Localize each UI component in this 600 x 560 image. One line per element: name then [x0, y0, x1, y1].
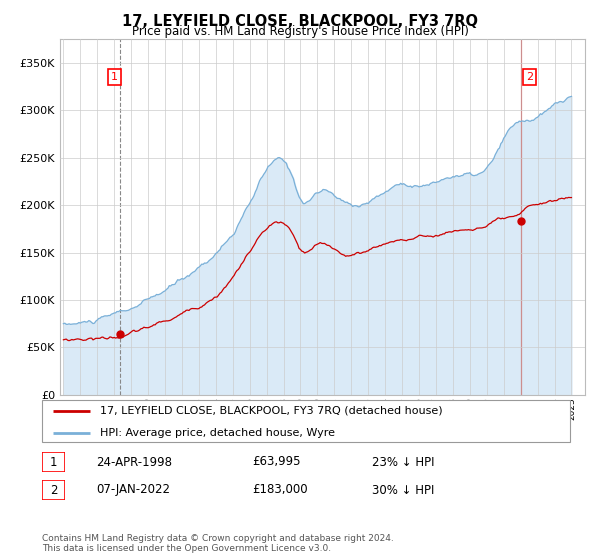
Text: 1: 1 [111, 72, 118, 82]
Text: 07-JAN-2022: 07-JAN-2022 [96, 483, 170, 497]
Text: Contains HM Land Registry data © Crown copyright and database right 2024.
This d: Contains HM Land Registry data © Crown c… [42, 534, 394, 553]
Text: Price paid vs. HM Land Registry's House Price Index (HPI): Price paid vs. HM Land Registry's House … [131, 25, 469, 38]
Text: 1: 1 [50, 455, 57, 469]
Text: £63,995: £63,995 [252, 455, 301, 469]
Text: 2: 2 [526, 72, 533, 82]
Text: 2: 2 [50, 483, 57, 497]
Text: 17, LEYFIELD CLOSE, BLACKPOOL, FY3 7RQ: 17, LEYFIELD CLOSE, BLACKPOOL, FY3 7RQ [122, 14, 478, 29]
Text: 24-APR-1998: 24-APR-1998 [96, 455, 172, 469]
Text: £183,000: £183,000 [252, 483, 308, 497]
Text: 17, LEYFIELD CLOSE, BLACKPOOL, FY3 7RQ (detached house): 17, LEYFIELD CLOSE, BLACKPOOL, FY3 7RQ (… [100, 406, 443, 416]
FancyBboxPatch shape [42, 480, 65, 500]
Text: 23% ↓ HPI: 23% ↓ HPI [372, 455, 434, 469]
Text: 30% ↓ HPI: 30% ↓ HPI [372, 483, 434, 497]
FancyBboxPatch shape [42, 452, 65, 472]
FancyBboxPatch shape [42, 400, 570, 442]
Text: HPI: Average price, detached house, Wyre: HPI: Average price, detached house, Wyre [100, 428, 335, 438]
